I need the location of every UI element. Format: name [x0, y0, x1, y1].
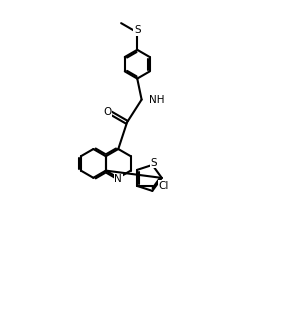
Text: O: O	[103, 107, 112, 117]
Text: Cl: Cl	[158, 181, 169, 191]
Text: N: N	[114, 174, 122, 184]
Text: S: S	[150, 158, 157, 168]
Text: S: S	[134, 25, 140, 35]
Text: NH: NH	[149, 95, 164, 105]
